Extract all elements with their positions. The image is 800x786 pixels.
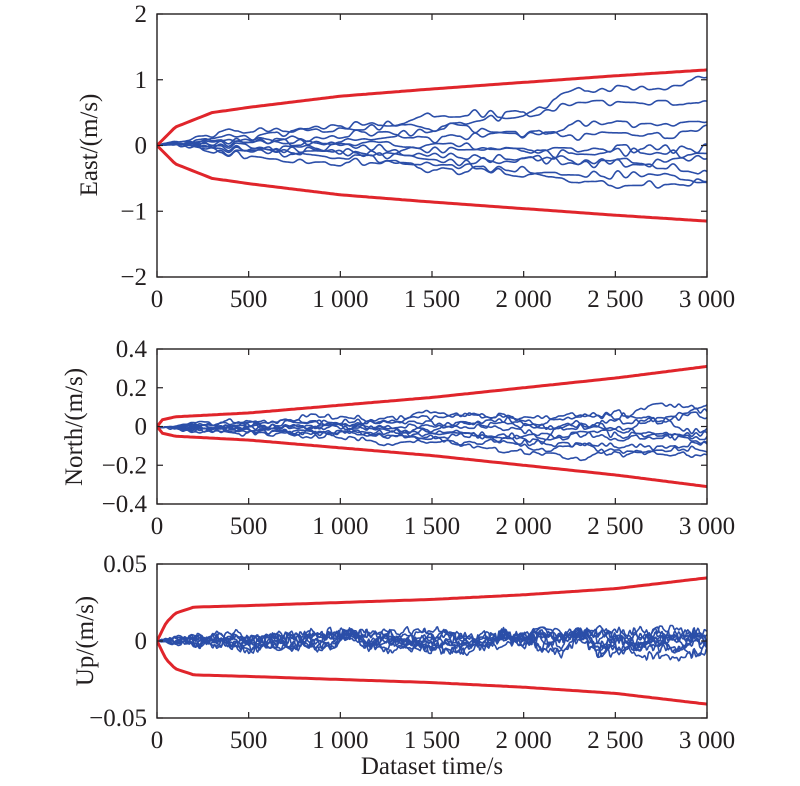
up-y-tick-label: −0.05 — [89, 705, 147, 732]
north-series-line-3 — [157, 411, 707, 431]
up-upper-bound-line — [157, 576, 707, 642]
north-y-tick-label: 0.2 — [116, 375, 147, 402]
north-lower-bound-line — [157, 425, 707, 489]
north-panel: 0 500 1 000 1 500 2 000 2 500 3 000 0.4 0.2 0 −0.2… — [61, 336, 735, 540]
north-series-line-10 — [157, 425, 707, 462]
up-x-tick-label: 2 000 — [496, 727, 552, 754]
east-plot-area — [157, 68, 707, 223]
east-series-line-7 — [157, 137, 707, 165]
north-x-tick-label: 2 500 — [587, 513, 643, 540]
north-y-tick-label: −0.4 — [102, 491, 148, 518]
east-x-tick-label: 1 000 — [312, 286, 368, 313]
north-y-tick-label: −0.2 — [102, 452, 147, 479]
up-panel: 0 500 1 000 1 500 2 000 2 500 3 0000.050−0.05 … — [72, 551, 735, 780]
east-series-line-8 — [157, 141, 707, 175]
north-x-tick-label: 2 000 — [496, 513, 552, 540]
up-lower-bound-line — [157, 640, 707, 706]
east-lower-bound-line — [157, 144, 707, 223]
east-x-tick-label: 0 — [151, 286, 164, 313]
east-ticks: 0 500 1 000 1 500 2 000 2 500 3 000 2 1 0 −1 −2 — [120, 1, 735, 313]
north-x-tick-label: 1 000 — [312, 513, 368, 540]
east-y-tick-label: −1 — [120, 198, 147, 225]
x-axis-title: Dataset time/s — [361, 753, 503, 780]
east-y-tick-label: 0 — [135, 133, 148, 160]
east-panel: 0 500 1 000 1 500 2 000 2 500 3 000 2 1 0 −1 −2 Eas… — [76, 1, 735, 313]
east-series-line-10 — [157, 142, 707, 189]
east-y-tick-label: 1 — [135, 67, 148, 94]
up-x-tick-label: 500 — [230, 727, 268, 754]
north-series-line-7 — [157, 424, 707, 445]
up-x-tick-label: 1 500 — [404, 727, 460, 754]
up-y-tick-label: 0.05 — [103, 551, 147, 578]
up-series-line-7 — [157, 630, 707, 659]
north-x-tick-label: 0 — [151, 513, 164, 540]
east-series-line-9 — [157, 142, 707, 184]
up-plot-area — [157, 576, 707, 706]
up-series-line-9 — [157, 627, 707, 655]
up-x-tick-label: 1 000 — [312, 727, 368, 754]
north-ticks: 0 500 1 000 1 500 2 000 2 500 3 000 0.4 0.2 0 −0.2… — [102, 336, 735, 540]
east-x-tick-label: 500 — [230, 286, 268, 313]
east-series-line-2 — [157, 99, 707, 147]
north-x-tick-label: 1 500 — [404, 513, 460, 540]
north-y-tick-label: 0.4 — [116, 336, 148, 363]
north-x-tick-label: 3 000 — [679, 513, 735, 540]
east-x-tick-label: 1 500 — [404, 286, 460, 313]
up-x-tick-label: 0 — [151, 727, 164, 754]
east-series-line-3 — [157, 119, 707, 147]
north-series-line-2 — [157, 407, 707, 429]
east-x-tick-label: 2 000 — [496, 286, 552, 313]
north-y-tick-label: 0 — [135, 414, 148, 441]
east-x-tick-label: 2 500 — [587, 286, 643, 313]
north-x-tick-label: 500 — [230, 513, 268, 540]
north-upper-bound-line — [157, 364, 707, 428]
east-series-line-1 — [157, 75, 707, 147]
east-y-axis-title: East/(m/s) — [76, 94, 103, 197]
east-upper-bound-line — [157, 68, 707, 147]
north-y-axis-title: North/(m/s) — [61, 368, 88, 486]
up-x-tick-label: 2 500 — [587, 727, 643, 754]
north-series-line-8 — [157, 425, 707, 451]
up-y-tick-label: 0 — [135, 628, 148, 655]
up-series-line-10 — [157, 626, 707, 653]
east-y-tick-label: 2 — [135, 1, 148, 28]
up-y-axis-title: Up/(m/s) — [72, 596, 99, 686]
east-x-tick-label: 3 000 — [679, 286, 735, 313]
up-x-tick-label: 3 000 — [679, 727, 735, 754]
east-y-tick-label: −2 — [120, 264, 147, 291]
north-plot-area — [157, 364, 707, 489]
